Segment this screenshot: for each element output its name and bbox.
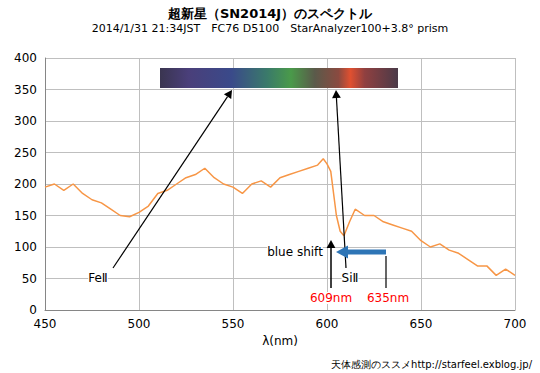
svg-text:200: 200 xyxy=(14,177,37,191)
svg-text:blue shift: blue shift xyxy=(267,245,323,259)
svg-text:SiⅡ: SiⅡ xyxy=(342,271,359,285)
svg-text:550: 550 xyxy=(222,317,245,331)
svg-text:100: 100 xyxy=(14,240,37,254)
svg-text:650: 650 xyxy=(410,317,433,331)
svg-text:超新星（SN2014J）のスペクトル: 超新星（SN2014J）のスペクトル xyxy=(167,6,373,21)
svg-text:0: 0 xyxy=(29,303,37,317)
svg-text:609nm: 609nm xyxy=(310,291,352,305)
svg-text:500: 500 xyxy=(128,317,151,331)
svg-text:250: 250 xyxy=(14,146,37,160)
svg-text:300: 300 xyxy=(14,114,37,128)
svg-text:λ(nm): λ(nm) xyxy=(262,334,298,348)
svg-text:400: 400 xyxy=(14,51,37,65)
svg-text:450: 450 xyxy=(34,317,57,331)
svg-text:150: 150 xyxy=(14,209,37,223)
svg-text:天体感測のススメhttp://starfeel.exblog: 天体感測のススメhttp://starfeel.exblog.jp/ xyxy=(331,359,533,370)
svg-text:2014/1/31 21:34JST FC76 D5100: 2014/1/31 21:34JST FC76 D5100 StarAnalyz… xyxy=(92,22,449,35)
svg-text:FeⅡ: FeⅡ xyxy=(88,271,108,285)
svg-text:350: 350 xyxy=(14,83,37,97)
svg-text:50: 50 xyxy=(22,272,37,286)
svg-text:600: 600 xyxy=(316,317,339,331)
svg-text:635nm: 635nm xyxy=(367,291,409,305)
svg-text:700: 700 xyxy=(504,317,527,331)
